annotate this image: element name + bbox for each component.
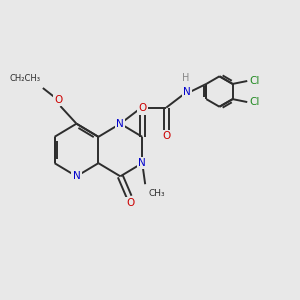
Text: H: H (182, 73, 190, 83)
Text: O: O (126, 198, 135, 208)
Text: O: O (138, 103, 146, 113)
Text: N: N (116, 119, 124, 129)
Text: N: N (183, 86, 191, 97)
Text: Cl: Cl (249, 76, 260, 86)
Text: CH₂CH₃: CH₂CH₃ (10, 74, 40, 83)
Text: N: N (138, 158, 146, 168)
Text: N: N (73, 171, 80, 181)
Text: CH₃: CH₃ (149, 190, 165, 199)
Text: O: O (54, 95, 62, 105)
Text: O: O (162, 131, 170, 141)
Text: Cl: Cl (249, 97, 260, 107)
